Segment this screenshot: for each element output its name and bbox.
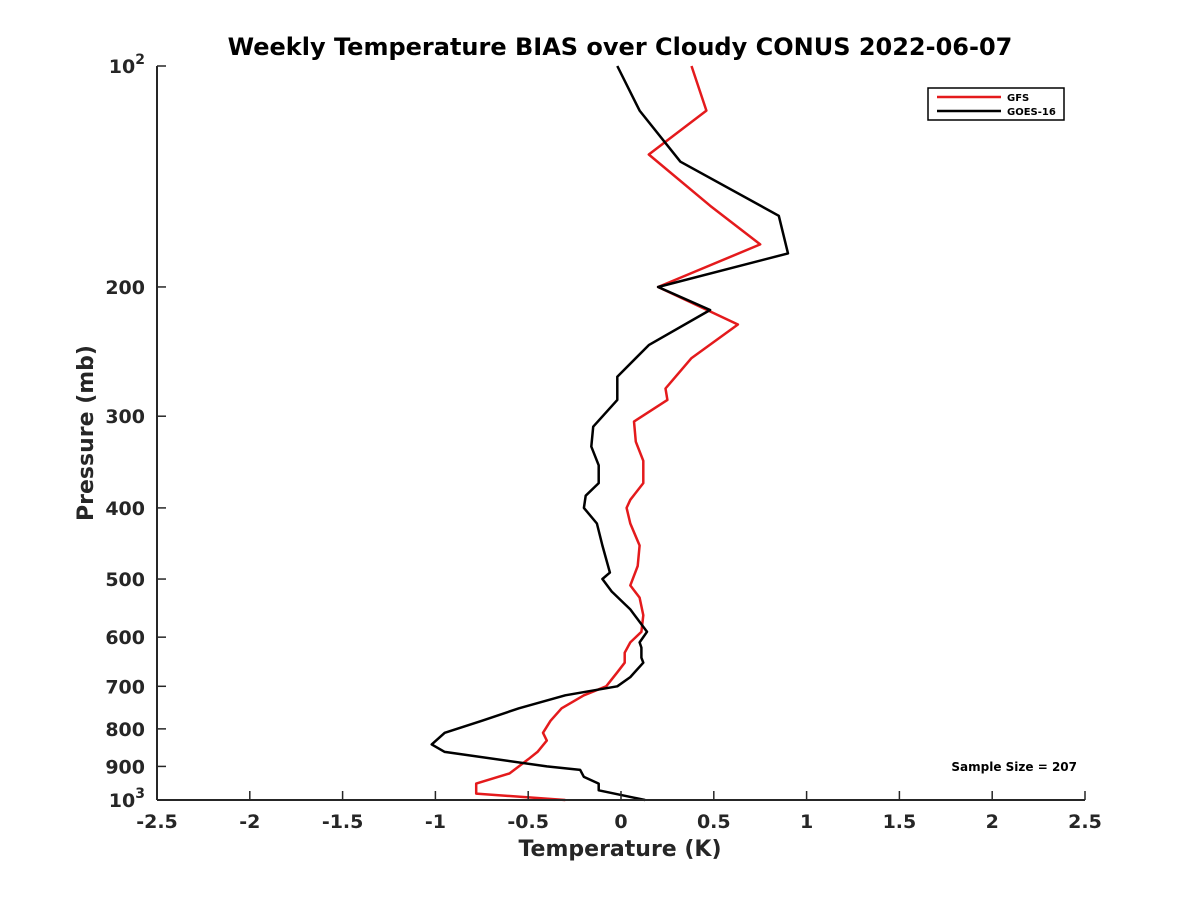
sample-size-annotation: Sample Size = 207 — [951, 760, 1077, 774]
y-tick-label: 700 — [105, 676, 145, 698]
y-tick-label: 102 — [109, 52, 145, 78]
y-tick-label: 600 — [105, 627, 145, 649]
x-tick-label: 0.5 — [697, 811, 731, 833]
legend-box — [927, 87, 1065, 121]
x-tick-label: -1 — [425, 811, 446, 833]
legend: GFS GOES-16 — [927, 87, 1065, 121]
x-tick-label: -0.5 — [507, 811, 549, 833]
y-tick-label: 103 — [109, 786, 145, 812]
x-tick-label: 0 — [614, 811, 627, 833]
series-line-gfs — [474, 65, 762, 802]
y-axis-ticks: 102 200 300 400 500 600 700 800 900 103 — [105, 52, 166, 812]
y-axis-label: Pressure (mb) — [74, 345, 99, 521]
x-tick-label: -2 — [239, 811, 260, 833]
x-axis-ticks: -2.5 -2 -1.5 -1 -0.5 0 0.5 1 1.5 2 2.5 — [136, 791, 1102, 833]
legend-label-goes-16: GOES-16 — [1007, 107, 1056, 118]
x-tick-label: 2 — [986, 811, 999, 833]
series-line-goes-16 — [430, 65, 790, 802]
x-tick-label: 1 — [800, 811, 813, 833]
y-tick-label: 200 — [105, 277, 145, 299]
y-tick-label: 900 — [105, 756, 145, 778]
y-tick-label: 300 — [105, 406, 145, 428]
chart-title: Weekly Temperature BIAS over Cloudy CONU… — [228, 33, 1013, 61]
legend-label-gfs: GFS — [1007, 93, 1029, 104]
y-tick-label: 500 — [105, 569, 145, 591]
y-tick-label: 400 — [105, 498, 145, 520]
x-tick-label: -2.5 — [136, 811, 178, 833]
x-tick-label: 2.5 — [1068, 811, 1102, 833]
x-tick-label: -1.5 — [322, 811, 364, 833]
x-axis-label: Temperature (K) — [518, 837, 721, 862]
y-tick-label: 800 — [105, 719, 145, 741]
x-tick-label: 1.5 — [883, 811, 917, 833]
plot-area — [430, 65, 790, 802]
